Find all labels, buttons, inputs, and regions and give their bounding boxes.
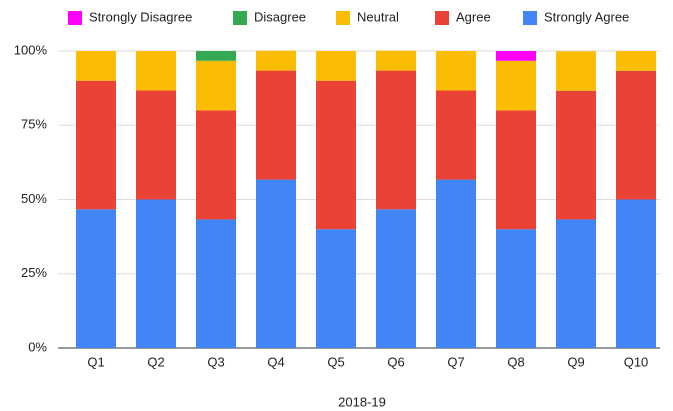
x-tick-label: Q5 <box>327 354 344 369</box>
legend-label: Disagree <box>254 9 306 24</box>
bar-segment <box>196 110 236 220</box>
bar-segment <box>316 51 356 81</box>
bar-segment <box>256 70 296 180</box>
legend-label: Strongly Disagree <box>89 9 192 24</box>
bar-segment <box>76 51 116 81</box>
bar-segment <box>496 110 536 230</box>
legend-swatch <box>435 11 449 25</box>
x-tick-label: Q10 <box>624 354 649 369</box>
x-tick-label: Q9 <box>567 354 584 369</box>
bar-segment <box>136 199 176 348</box>
x-tick-label: Q4 <box>267 354 284 369</box>
bar-segment <box>556 219 596 348</box>
bar-segment <box>376 70 416 210</box>
bar-segment <box>436 90 476 180</box>
legend-swatch <box>68 11 82 25</box>
bar-segment <box>436 179 476 348</box>
legend-swatch <box>523 11 537 25</box>
y-tick-label: 100% <box>14 42 48 57</box>
x-tick-label: Q3 <box>207 354 224 369</box>
bar-segment <box>196 51 236 61</box>
bar-segment <box>496 229 536 348</box>
x-tick-label: Q1 <box>87 354 104 369</box>
bar-segment <box>496 60 536 111</box>
x-tick-label: Q7 <box>447 354 464 369</box>
legend-label: Neutral <box>357 9 399 24</box>
bar-segment <box>496 51 536 61</box>
bar-segment <box>76 80 116 210</box>
legend-swatch <box>336 11 350 25</box>
bar-segment <box>556 51 596 91</box>
bar-segment <box>616 199 656 348</box>
x-axis-title: 2018-19 <box>338 394 386 409</box>
legend-swatch <box>233 11 247 25</box>
bar-segment <box>136 51 176 91</box>
y-tick-label: 0% <box>28 339 47 354</box>
y-tick-label: 50% <box>21 191 47 206</box>
bar-segment <box>256 179 296 348</box>
bar-segment <box>76 209 116 348</box>
x-tick-label: Q2 <box>147 354 164 369</box>
bar-segment <box>556 90 596 220</box>
bar-segment <box>136 90 176 200</box>
bar-segment <box>616 51 656 71</box>
bar-segment <box>196 60 236 111</box>
x-tick-label: Q6 <box>387 354 404 369</box>
bar-segment <box>376 209 416 348</box>
bar-segment <box>436 51 476 91</box>
bar-segment <box>196 219 236 348</box>
bar-segment <box>376 50 416 71</box>
legend-label: Strongly Agree <box>544 9 629 24</box>
y-tick-label: 25% <box>21 265 47 280</box>
bar-segment <box>256 50 296 71</box>
x-tick-label: Q8 <box>507 354 524 369</box>
bar-segment <box>316 229 356 348</box>
bar-segment <box>616 70 656 200</box>
bar-segment <box>316 80 356 230</box>
y-tick-label: 75% <box>21 117 47 132</box>
legend-label: Agree <box>456 9 491 24</box>
